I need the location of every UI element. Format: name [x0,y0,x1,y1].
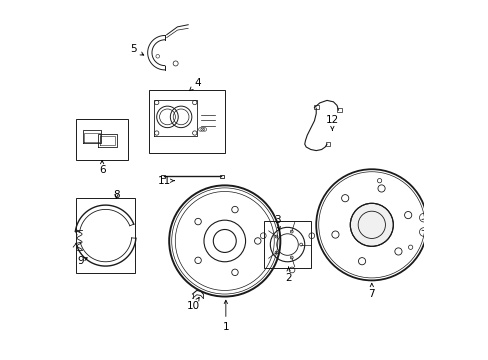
Bar [76,198,135,273]
Text: 5: 5 [130,44,143,55]
Bar [149,90,224,153]
Bar [325,142,329,145]
Text: 10: 10 [186,297,200,311]
Text: 1: 1 [222,300,229,332]
Text: 3: 3 [274,215,280,231]
Bar [161,175,164,178]
Text: 11: 11 [158,176,174,186]
Text: 7: 7 [368,283,374,299]
Text: 2: 2 [285,267,291,283]
Bar [220,175,223,178]
Text: 8: 8 [113,190,120,200]
Bar [314,105,318,109]
Bar [264,221,310,268]
Text: 4: 4 [189,78,201,91]
Text: 9: 9 [77,256,87,266]
Text: 12: 12 [325,115,338,130]
Text: 6: 6 [99,161,105,175]
Bar [76,119,128,160]
Circle shape [349,203,392,246]
Bar [336,108,341,112]
